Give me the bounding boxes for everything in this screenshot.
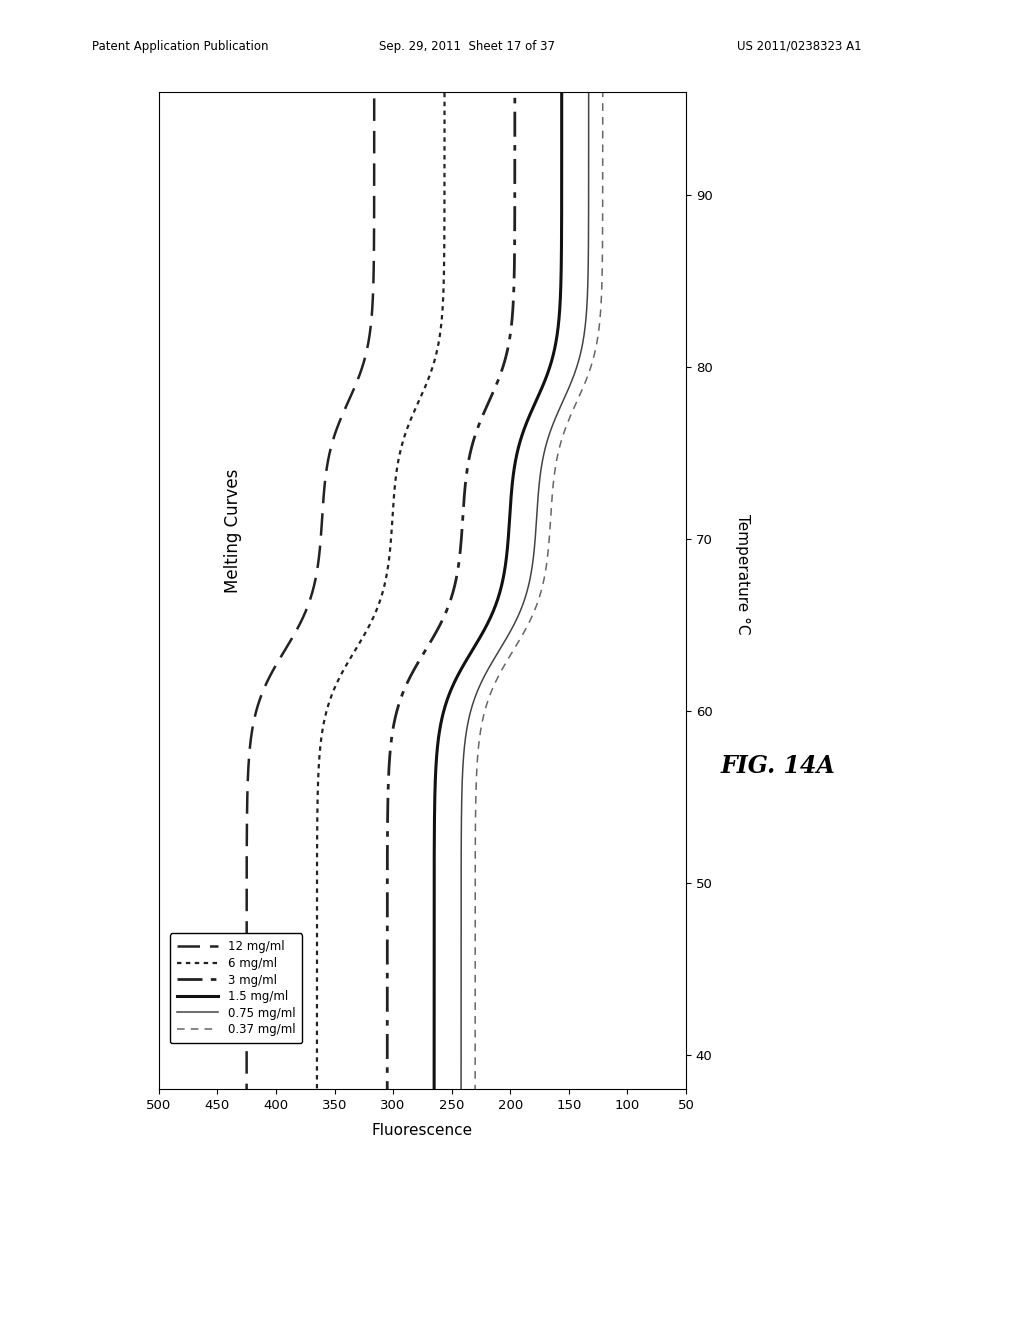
Legend: 12 mg/ml, 6 mg/ml, 3 mg/ml, 1.5 mg/ml, 0.75 mg/ml, 0.37 mg/ml: 12 mg/ml, 6 mg/ml, 3 mg/ml, 1.5 mg/ml, 0… [170, 933, 302, 1043]
X-axis label: Fluorescence: Fluorescence [372, 1123, 473, 1138]
Text: Patent Application Publication: Patent Application Publication [92, 40, 268, 53]
Text: Temperature °C: Temperature °C [735, 513, 750, 635]
Text: US 2011/0238323 A1: US 2011/0238323 A1 [737, 40, 862, 53]
Text: Sep. 29, 2011  Sheet 17 of 37: Sep. 29, 2011 Sheet 17 of 37 [379, 40, 555, 53]
Text: Melting Curves: Melting Curves [223, 469, 242, 593]
Text: FIG. 14A: FIG. 14A [721, 754, 836, 777]
